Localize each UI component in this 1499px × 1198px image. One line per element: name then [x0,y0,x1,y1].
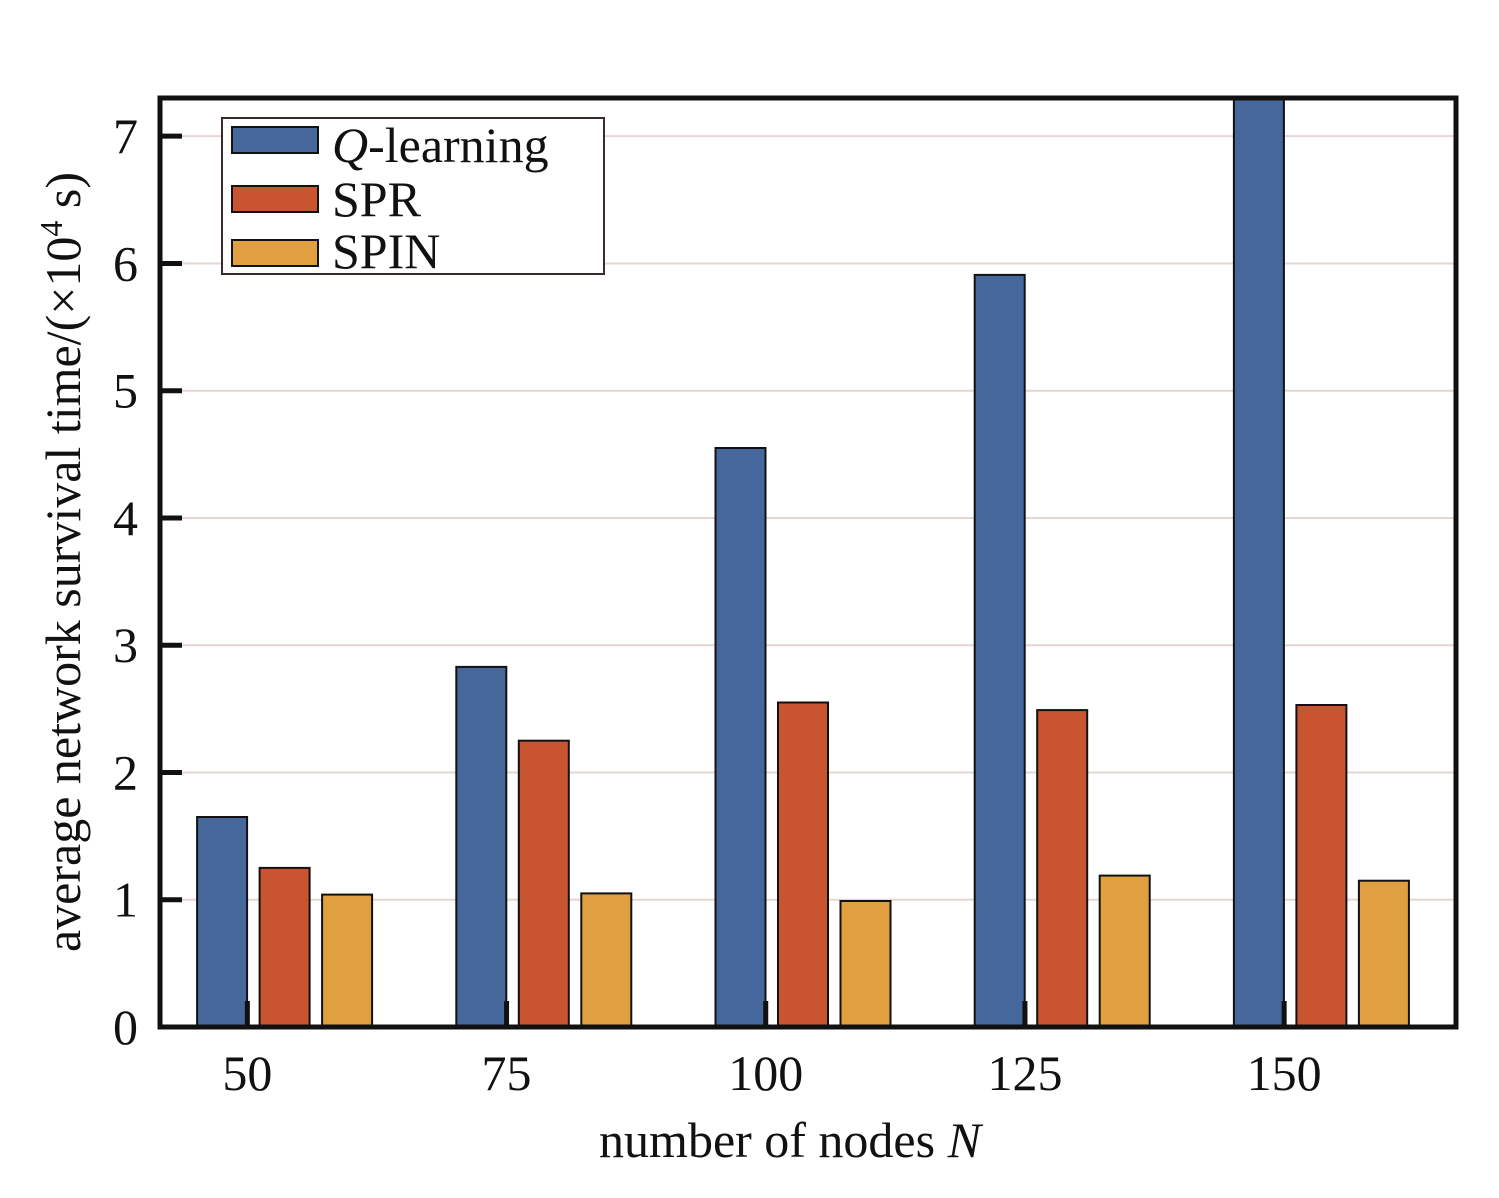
bar-q-learning-125 [973,273,1026,1028]
bar-spin-75 [580,892,633,1029]
bar-spr-125 [1036,709,1089,1028]
y-tick-label-7: 7 [113,108,138,164]
y-tick-label-2: 2 [113,744,138,800]
bar-spr-100 [777,701,829,1028]
bar-q-learning-150 [1232,97,1285,1028]
x-tick-label-75: 75 [482,1045,532,1101]
legend: Q-learning SPR SPIN [221,117,605,279]
bar-q-learning-50 [196,816,249,1028]
bar-spr-150 [1295,704,1348,1028]
legend-swatch-spr [231,185,319,213]
x-tick-label-100: 100 [728,1045,803,1101]
bar-spr-75 [517,739,570,1028]
y-tick-label-4: 4 [113,490,138,546]
x-axis-title: number of nodes N [599,1112,984,1168]
legend-swatch-q-learning [231,126,319,154]
plot-frame [157,95,1459,1030]
x-axis-ticks: 50 75 100 125 150 [222,1001,1322,1101]
y-tick-label-1: 1 [113,872,138,928]
x-tick-label-150: 150 [1247,1045,1322,1101]
bar-q-learning-100 [714,447,767,1028]
y-tick-label-0: 0 [113,999,138,1055]
bar-q-learning-75 [455,665,508,1029]
bar-spin-100 [839,900,892,1028]
legend-label-q-learning: Q-learning [332,117,549,173]
legend-label-spin: SPIN [332,223,440,279]
bar-spin-50 [321,893,374,1028]
y-axis-title: average network survival time/(×104 s) [33,172,91,952]
bar-spin-125 [1098,874,1151,1028]
x-tick-label-125: 125 [987,1045,1062,1101]
bar-spr-50 [258,866,311,1029]
legend-label-spr: SPR [332,171,422,227]
legend-swatch-spin [231,239,319,267]
bar-spin-150 [1357,879,1410,1029]
y-tick-label-3: 3 [113,617,138,673]
y-tick-label-5: 5 [113,363,138,419]
y-tick-label-6: 6 [113,235,138,291]
x-tick-label-50: 50 [222,1045,272,1101]
y-axis-ticks: 0 1 2 3 4 5 6 7 [113,108,182,1055]
bars [196,97,1410,1029]
